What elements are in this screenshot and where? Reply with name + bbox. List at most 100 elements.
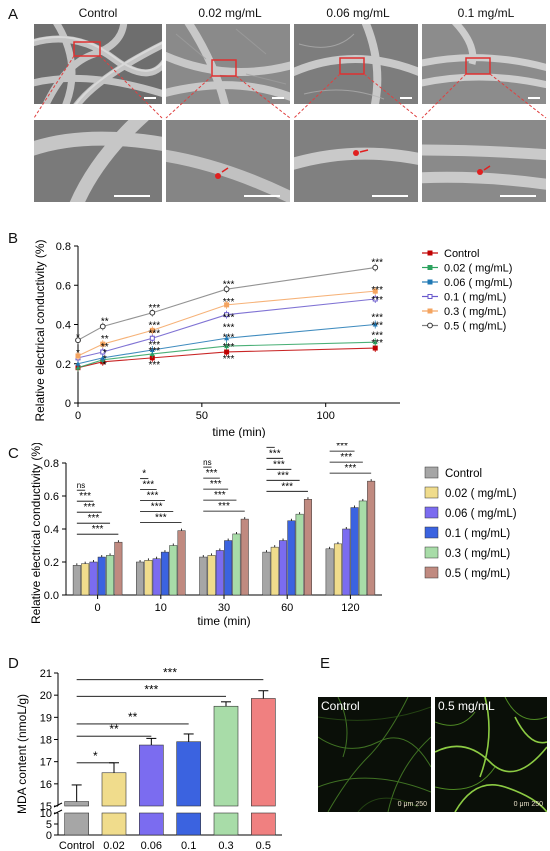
chart-c-bar <box>207 555 216 596</box>
chart-c-bar <box>367 480 376 596</box>
sem-image-0-02-zoom <box>166 120 290 202</box>
chart-b-point <box>372 288 378 294</box>
chart-d-x-tick-label: 0.3 <box>218 840 233 851</box>
fluorescence-image-0-5: 0.5 mg/mL 0 μm 250 <box>435 697 547 812</box>
chart-b-significance: *** <box>148 340 160 351</box>
chart-c-bar <box>279 540 288 596</box>
sem-image-control-overview <box>34 24 162 104</box>
chart-d-y-tick-label: 5 <box>46 819 52 831</box>
chart-b-point <box>224 312 230 318</box>
chart-c-x-tick-label: 30 <box>218 602 230 614</box>
chart-c-x-label: time (min) <box>197 614 250 628</box>
sem-image-0-1-zoom <box>422 120 546 202</box>
chart-b-y-tick-label: 0.6 <box>56 280 71 292</box>
chart-d-significance: ** <box>128 710 138 724</box>
panel-a-letter: A <box>8 6 19 23</box>
chart-b-x-tick-label: 100 <box>317 410 335 422</box>
chart-c-legend-swatch <box>424 526 439 539</box>
chart-d-y-tick-label: 16 <box>40 779 52 791</box>
chart-c-significance: *** <box>214 490 226 501</box>
chart-d-y-tick-label: 20 <box>40 690 52 702</box>
fluorescence-label-0-5: 0.5 mg/mL <box>438 699 495 713</box>
chart-b-legend-label: 0.3 ( mg/mL) <box>444 306 506 318</box>
chart-d-bar-lower <box>176 812 201 836</box>
chart-b-significance: *** <box>371 285 383 296</box>
chart-c-legend-swatch <box>424 566 439 579</box>
sem-image-control-zoom <box>34 120 162 202</box>
chart-d-significance: ** <box>109 722 119 736</box>
chart-c-bar <box>106 555 115 596</box>
chart-b-point <box>372 339 378 345</box>
chart-c-x-tick-label: 0 <box>95 602 101 614</box>
sem-title-0-1: 0.1 mg/mL <box>457 6 515 20</box>
chart-c-significance: *** <box>92 524 104 535</box>
chart-b-significance: *** <box>223 322 235 333</box>
chart-c-significance: * <box>142 469 146 480</box>
chart-b-x-tick-label: 50 <box>196 410 208 422</box>
chart-b-legend-marker <box>427 308 433 314</box>
chart-c-significance: *** <box>218 501 230 512</box>
chart-d-y-label: MDA content (nmoL/g) <box>15 694 29 814</box>
sem-title-control: Control <box>78 6 118 20</box>
chart-c-significance: ns <box>77 481 85 490</box>
chart-c-bar <box>325 548 334 596</box>
chart-b-significance: *** <box>371 313 383 324</box>
chart-c-y-tick-label: 0.4 <box>44 524 59 536</box>
chart-c-bar <box>81 563 90 596</box>
chart-d-x-tick-label: 0.1 <box>181 840 196 851</box>
chart-b-point <box>100 341 106 347</box>
chart-d-bar-lower <box>64 812 89 836</box>
chart-b-point <box>75 337 81 344</box>
chart-c-bar <box>232 533 241 596</box>
chart-b-significance: *** <box>223 342 235 353</box>
chart-c-y-tick-label: 0.2 <box>44 557 59 569</box>
chart-d-x-tick-label: 0.06 <box>141 840 162 851</box>
sem-image-0-02-overview <box>166 24 290 104</box>
sem-image-0-06-overview <box>294 24 418 104</box>
chart-b-y-tick-label: 0.8 <box>56 241 71 253</box>
chart-c-bar <box>160 551 169 596</box>
chart-c-legend-swatch <box>424 466 439 479</box>
chart-b-significance: *** <box>371 258 383 269</box>
chart-b-point <box>149 347 155 353</box>
chart-b-legend-label: Control <box>444 248 479 260</box>
chart-b-point <box>224 302 230 308</box>
chart-c-bar <box>240 518 249 596</box>
chart-c-significance: *** <box>340 452 352 463</box>
chart-c-bar <box>177 530 186 596</box>
chart-c-bar <box>270 546 279 596</box>
chart-b-significance: *** <box>148 360 160 371</box>
chart-c-legend-label: 0.06 ( mg/mL) <box>445 508 517 520</box>
panel-c-letter: C <box>8 445 19 462</box>
chart-c-bar <box>169 545 178 596</box>
chart-c-significance: *** <box>206 468 218 479</box>
chart-d-x-tick-label: 0.02 <box>103 840 124 851</box>
chart-c-significance: *** <box>143 480 155 491</box>
chart-b-point <box>99 323 106 330</box>
chart-b-significance: * <box>76 332 80 343</box>
chart-c-significance: *** <box>155 513 167 524</box>
chart-d-y-tick-label: 0 <box>46 830 52 842</box>
panel-d-letter: D <box>8 655 19 672</box>
chart-b-x-label: time (min) <box>212 425 265 438</box>
chart-d-y-tick-label: 19 <box>40 712 52 724</box>
chart-b-point <box>223 286 230 293</box>
chart-b-legend-marker <box>427 294 433 299</box>
chart-d-bar-lower <box>139 812 164 836</box>
chart-c-bar <box>350 507 359 596</box>
chart-c-significance: ns <box>203 458 211 467</box>
chart-d-y-tick-label: 18 <box>40 735 52 747</box>
chart-c-significance: *** <box>273 459 285 470</box>
chart-c-bar <box>215 550 224 596</box>
sem-image-0-1-overview <box>422 24 546 104</box>
chart-b-significance: *** <box>223 297 235 308</box>
chart-b-legend-label: 0.1 ( mg/mL) <box>444 292 506 304</box>
chart-c-significance: *** <box>79 491 91 502</box>
chart-b-point <box>75 361 81 366</box>
chart-d-bar-upper <box>176 741 201 807</box>
chart-d-significance: *** <box>144 682 158 696</box>
chart-c-significance: *** <box>88 513 100 524</box>
chart-c-significance: *** <box>210 479 222 490</box>
chart-b-significance: *** <box>148 328 160 339</box>
chart-b-significance: *** <box>223 354 235 365</box>
